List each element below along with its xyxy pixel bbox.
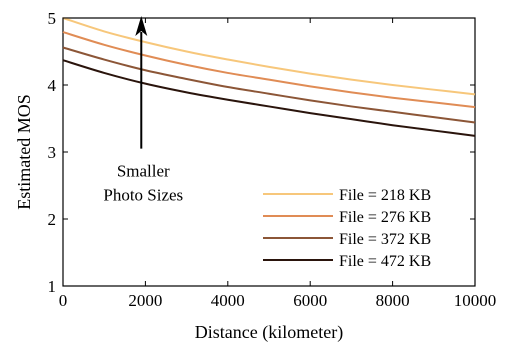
legend: File = 218 KB File = 276 KB File = 372 KB F… bbox=[263, 187, 431, 270]
series-line-1 bbox=[62, 31, 476, 109]
x-tick-label: 0 bbox=[59, 291, 68, 310]
x-tick-label: 8000 bbox=[376, 291, 410, 310]
y-axis-label: Estimated MOS bbox=[14, 94, 34, 210]
axis-layer: 0 2000 4000 6000 8000 10000 1 2 3 4 5 bbox=[48, 9, 497, 310]
legend-label-2: File = 372 KB bbox=[339, 231, 431, 248]
legend-label-0: File = 218 KB bbox=[339, 187, 431, 204]
series-line-2 bbox=[62, 46, 476, 124]
x-tick-label: 2000 bbox=[128, 291, 162, 310]
series-line-3 bbox=[62, 59, 476, 137]
annotation-text-line-2: Photo Sizes bbox=[103, 186, 183, 205]
x-axis-label: Distance (kilometer) bbox=[195, 322, 343, 343]
series-line-0 bbox=[62, 17, 476, 96]
annotation-layer: Smaller Photo Sizes bbox=[103, 16, 183, 205]
legend-label-3: File = 472 KB bbox=[339, 253, 431, 270]
series-layer bbox=[62, 17, 476, 137]
y-tick-label: 4 bbox=[48, 76, 57, 95]
y-tick-label: 3 bbox=[48, 143, 57, 162]
x-tick-label: 4000 bbox=[211, 291, 245, 310]
y-tick-label: 1 bbox=[48, 277, 57, 296]
annotation-text-line-1: Smaller bbox=[117, 162, 170, 181]
x-tick-label: 6000 bbox=[293, 291, 327, 310]
y-tick-label: 5 bbox=[48, 9, 57, 28]
legend-label-1: File = 276 KB bbox=[339, 209, 431, 226]
y-tick-label: 2 bbox=[48, 210, 57, 229]
annotation-arrow-head bbox=[135, 16, 148, 36]
x-tick-label: 10000 bbox=[454, 291, 497, 310]
